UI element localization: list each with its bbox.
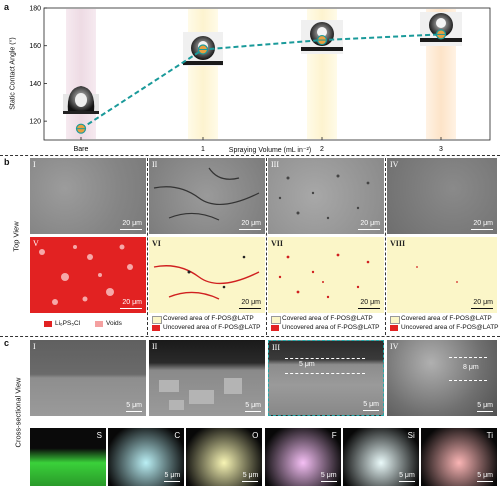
y-tick-label-180: 180 [29, 6, 41, 13]
x-tick-label-3: 3 [439, 146, 443, 153]
eds-map-f: F 5 μm [264, 428, 341, 486]
eds-scale-label: 5 μm [399, 472, 415, 479]
top-view-label: Top View [11, 221, 21, 252]
eds-scale-label: 5 μm [477, 472, 493, 479]
x-axis-label: Spraying Volume (mL in⁻²) [228, 147, 312, 154]
x-tick-label-1: 1 [201, 146, 205, 153]
band-1 [188, 9, 218, 139]
legend-uncovered-vii [271, 325, 279, 331]
eds-element-label: Ti [486, 431, 493, 440]
y-tick-label-160: 160 [29, 43, 41, 50]
eds-element-label: C [174, 431, 181, 440]
panel-b-label: b [4, 157, 10, 167]
cross-i: I 5 μm [30, 340, 146, 416]
y-axis-label: Static Contact Angle (°) [9, 37, 17, 110]
sem-top-ii: II 20 μm [149, 158, 265, 234]
legend-covered-vii [271, 316, 281, 324]
map-vii: VII 20 μm [268, 237, 384, 313]
eds-scale-bar [477, 480, 493, 482]
x-tick-label-2: 2 [320, 146, 324, 153]
cross-iv: 8 μm IV 5 μm [387, 340, 497, 416]
eds-element-label: Si [407, 431, 415, 440]
cross-ii: II 5 μm [149, 340, 265, 416]
contact-angle-chart: 120 140 160 180 Bare 1 2 3 [29, 6, 491, 153]
legend-label-voids: Voids [106, 320, 122, 327]
thickness-label-iii: 5 μm [299, 361, 315, 368]
eds-scale-bar [242, 480, 259, 482]
eds-scale-label: 5 μm [320, 472, 337, 479]
eds-map-c: C 5 μm [108, 428, 185, 486]
droplet-3-image [420, 12, 462, 46]
band-bare [66, 9, 96, 139]
y-tick-label-140: 140 [29, 81, 41, 88]
thickness-label-iv: 8 μm [463, 364, 479, 371]
droplet-bare-image [63, 86, 99, 114]
map-viii: VIII 20 μm [387, 237, 497, 313]
eds-map-o: O 5 μm [186, 428, 263, 486]
eds-element-label: S [96, 431, 102, 440]
panel-c-label: c [4, 338, 10, 348]
eds-scale-bar [164, 480, 181, 482]
eds-element-label: O [252, 431, 259, 440]
legend-swatch-voids [95, 321, 103, 327]
eds-scale-label: 5 μm [164, 472, 181, 479]
map-v: V 20 μm [30, 237, 146, 313]
legend-uncovered-vi [152, 325, 160, 331]
sem-top-iii: III 20 μm [268, 158, 384, 234]
series-line [80, 33, 442, 130]
eds-maps-row: S C 5 μm O 5 μm F 5 μm Si 5 μm Ti 5 μm [30, 428, 497, 486]
map-vi: VI 20 μm [149, 237, 265, 313]
eds-scale-label: 5 μm [242, 472, 259, 479]
legend-covered-viii [390, 316, 400, 324]
y-tick-label-120: 120 [29, 119, 41, 126]
eds-map-s: S [30, 428, 106, 486]
eds-map-si: Si 5 μm [342, 428, 419, 486]
eds-scale-bar [320, 480, 337, 482]
cross-iii: 5 μm III 5 μm [268, 340, 384, 416]
x-tick-label-Bare: Bare [74, 146, 89, 153]
legend-uncovered-viii [390, 325, 398, 331]
eds-map-ti: Ti 5 μm [421, 428, 497, 486]
legend-label-lps: Li₆PS₅Cl [55, 320, 81, 327]
eds-scale-bar [398, 480, 415, 482]
eds-element-label: F [331, 431, 337, 440]
cross-section-label: Cross-sectional View [13, 377, 23, 448]
legend-covered-vi [152, 316, 162, 324]
legend-swatch-lps [44, 321, 52, 327]
sem-top-iv: IV 20 μm [387, 158, 497, 234]
sem-top-i: I 20 μm [30, 158, 146, 234]
panel-b-divider [0, 155, 500, 156]
panel-c-divider [0, 336, 500, 337]
panel-a-label: a [4, 2, 10, 12]
